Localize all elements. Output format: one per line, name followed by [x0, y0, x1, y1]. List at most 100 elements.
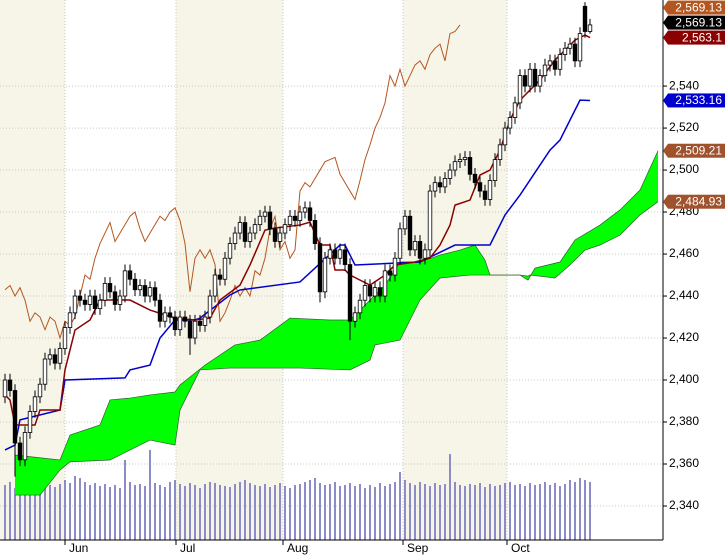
background-band	[507, 0, 663, 540]
candle-body	[567, 43, 573, 49]
volume-bar	[259, 486, 261, 540]
kijun-line	[4, 99, 591, 451]
candle-body	[217, 274, 223, 280]
volume-bar	[474, 485, 476, 540]
volume-bar	[14, 488, 16, 540]
volume-bar	[79, 478, 81, 540]
candle-body	[472, 173, 478, 184]
candle-body	[172, 316, 178, 331]
candle-body	[462, 157, 468, 160]
candle-body	[517, 75, 523, 104]
volume-bar	[499, 485, 501, 540]
volume-bar	[154, 483, 156, 540]
volume-bar	[589, 482, 591, 540]
candle-body	[127, 270, 133, 280]
volume-bar	[584, 480, 586, 540]
candle-body	[112, 291, 118, 305]
close-label: 2,569.13	[675, 15, 722, 29]
volume-bar	[194, 485, 196, 540]
volume-bar	[389, 484, 391, 540]
candle-body	[187, 320, 193, 339]
candle-body	[327, 249, 333, 259]
candle-body	[102, 283, 108, 301]
volume-bar	[399, 472, 401, 540]
candle-body	[412, 241, 418, 251]
candle-body	[362, 285, 368, 301]
span-a-label-pointer	[663, 143, 668, 158]
candle-body	[382, 270, 388, 297]
candle-body	[377, 287, 383, 297]
volume-bar	[394, 482, 396, 540]
candle-body	[532, 68, 538, 87]
candle-body	[392, 257, 398, 276]
candle-body	[252, 224, 258, 234]
volume-bar	[19, 480, 21, 540]
volume-bar	[269, 487, 271, 540]
volume-bar	[409, 483, 411, 540]
candle-body	[557, 54, 563, 70]
candle-body	[202, 316, 208, 326]
candle-body	[577, 33, 583, 62]
volume-bar	[104, 484, 106, 540]
y-tick-label: 2,460	[669, 246, 699, 260]
volume-bar	[464, 486, 466, 540]
candle-body	[397, 228, 403, 259]
volume-bar	[444, 484, 446, 540]
volume-bar	[84, 482, 86, 540]
candle-body	[512, 102, 518, 118]
volume-bar	[119, 488, 121, 540]
volume-bar	[449, 454, 451, 540]
volume-bar	[219, 485, 221, 540]
candle-body	[12, 390, 18, 444]
volume-bar	[549, 485, 551, 540]
volume-bar	[214, 483, 216, 540]
candle-body	[232, 232, 238, 244]
candle-body	[552, 60, 558, 70]
volume-bar	[344, 485, 346, 540]
candle-body	[57, 348, 63, 364]
candle-body	[42, 358, 48, 385]
volume-bar	[369, 485, 371, 540]
volume-bar	[54, 487, 56, 540]
volume-bar	[39, 478, 41, 540]
candle-body	[282, 224, 288, 234]
candle-body	[192, 320, 198, 339]
volume-bar	[429, 486, 431, 540]
volume-bar	[164, 487, 166, 540]
volume-bar	[359, 484, 361, 540]
volume-bar	[339, 486, 341, 540]
candle-body	[467, 157, 473, 175]
volume-bar	[129, 482, 131, 540]
candle-body	[142, 285, 148, 297]
candle-body	[52, 354, 58, 364]
candle-body	[37, 383, 43, 398]
volume-bar	[404, 480, 406, 540]
volume-bar	[204, 484, 206, 540]
candle-body	[152, 287, 158, 301]
volume-bar	[114, 485, 116, 540]
candle-body	[582, 5, 588, 32]
y-tick-label: 2,500	[669, 162, 699, 176]
volume-bar	[179, 484, 181, 540]
candle-body	[237, 222, 243, 234]
volume-bar	[334, 482, 336, 540]
x-tick-label: Aug	[287, 541, 308, 555]
candle-body	[97, 299, 103, 310]
y-tick-label: 2,340	[669, 498, 699, 512]
candle-body	[402, 215, 408, 230]
volume-bar	[29, 486, 31, 540]
candle-body	[477, 182, 483, 192]
candle-body	[332, 249, 338, 259]
x-tick-label: Oct	[511, 541, 530, 555]
y-tick-label: 2,540	[669, 78, 699, 92]
candle-body	[62, 327, 68, 349]
candle-body	[422, 249, 428, 259]
candle-body	[247, 232, 253, 242]
kijun-label-pointer	[663, 93, 668, 108]
volume-bar	[134, 485, 136, 540]
span-b-label-box	[668, 194, 725, 209]
volume-bar	[264, 484, 266, 540]
candle-body	[352, 312, 358, 322]
volume-bar	[189, 483, 191, 540]
chikou-label-box	[668, 0, 725, 15]
